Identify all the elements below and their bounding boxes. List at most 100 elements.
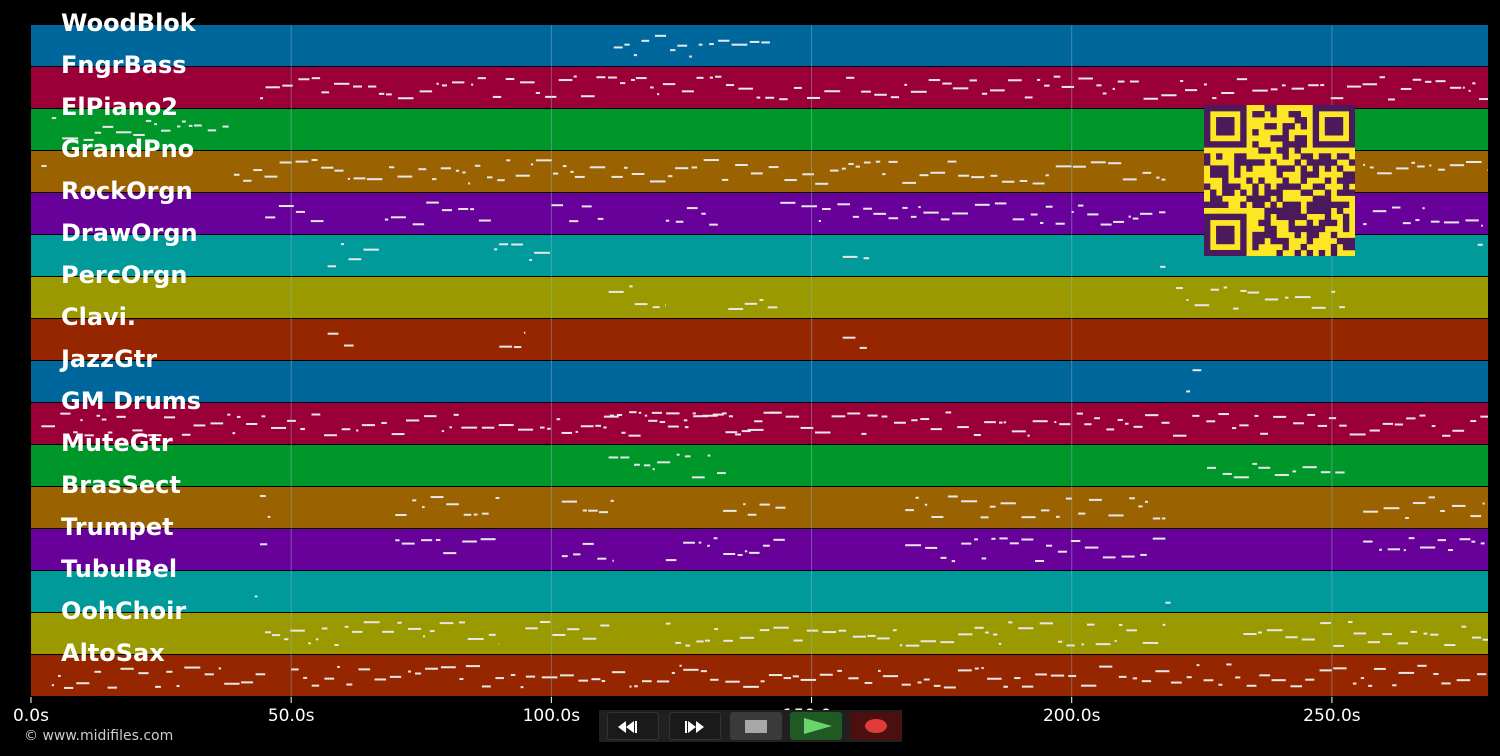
note <box>1113 220 1124 223</box>
note <box>710 678 719 681</box>
note <box>686 207 698 210</box>
note <box>1441 682 1451 685</box>
note <box>57 674 61 677</box>
note <box>792 675 799 678</box>
note <box>683 419 688 422</box>
track-label: GrandPno <box>61 135 195 163</box>
note <box>1066 644 1075 647</box>
note <box>1405 516 1409 519</box>
note <box>940 641 955 644</box>
note <box>551 204 564 207</box>
note <box>1138 505 1143 508</box>
track-lane <box>31 655 1488 696</box>
note <box>974 626 984 629</box>
note <box>1461 625 1467 628</box>
note <box>608 456 619 459</box>
note <box>440 666 456 669</box>
note <box>1479 98 1488 101</box>
note <box>1030 213 1038 216</box>
note <box>1400 87 1412 90</box>
note <box>793 86 802 89</box>
note <box>290 629 305 632</box>
play-button[interactable] <box>790 712 842 740</box>
note <box>1471 636 1482 639</box>
note <box>951 560 956 563</box>
track-label: BrasSect <box>61 471 181 499</box>
note <box>1477 243 1483 246</box>
note <box>1008 79 1022 82</box>
note <box>882 173 886 176</box>
note <box>518 428 534 431</box>
note <box>520 81 535 84</box>
note <box>1387 548 1401 551</box>
note <box>1320 622 1331 625</box>
note <box>116 415 126 418</box>
note <box>499 345 513 348</box>
note <box>905 544 922 547</box>
note <box>1335 471 1345 474</box>
note <box>1142 171 1152 174</box>
note <box>899 644 903 647</box>
note <box>492 95 502 98</box>
note <box>634 303 648 306</box>
note <box>1226 663 1232 666</box>
note <box>382 630 395 633</box>
note <box>154 123 158 126</box>
track-lane <box>31 529 1488 570</box>
note <box>1107 162 1122 165</box>
note <box>1406 417 1416 420</box>
qr-code <box>1204 105 1356 257</box>
note <box>902 206 908 209</box>
note <box>236 415 241 418</box>
note <box>958 633 973 636</box>
note <box>188 124 193 127</box>
track-lane <box>31 277 1488 318</box>
track-lane <box>31 487 1488 528</box>
rewind-button[interactable] <box>607 712 659 740</box>
note <box>867 634 876 637</box>
note <box>421 539 433 542</box>
note <box>698 43 703 46</box>
note <box>631 172 645 175</box>
note <box>210 422 224 425</box>
note <box>520 686 524 689</box>
note <box>1122 178 1137 181</box>
note <box>1057 550 1067 553</box>
note <box>837 669 842 672</box>
note <box>998 421 1003 424</box>
note <box>311 684 320 687</box>
note <box>634 463 640 466</box>
track-label: WoodBlok <box>61 9 196 37</box>
note <box>348 258 362 261</box>
note <box>181 120 186 123</box>
note <box>875 160 881 163</box>
note <box>1270 88 1278 91</box>
stop-button[interactable] <box>730 712 782 740</box>
note <box>246 422 258 425</box>
note <box>471 83 474 86</box>
note <box>582 542 594 545</box>
note <box>723 552 736 555</box>
note <box>616 413 623 416</box>
record-button[interactable] <box>850 712 902 740</box>
note <box>1339 424 1347 427</box>
note <box>1132 677 1138 680</box>
note <box>581 205 592 208</box>
note <box>1235 676 1241 679</box>
note <box>1088 498 1102 501</box>
note <box>892 629 897 632</box>
note <box>1011 430 1026 433</box>
note <box>1019 179 1028 182</box>
note <box>1186 298 1189 301</box>
note <box>1233 307 1239 310</box>
note <box>704 639 710 642</box>
note <box>597 217 604 220</box>
note <box>513 346 522 349</box>
note <box>1003 421 1007 424</box>
note <box>1081 643 1085 646</box>
note <box>470 208 475 211</box>
note <box>452 81 465 84</box>
note <box>443 552 457 555</box>
fast-forward-button[interactable] <box>669 712 721 740</box>
note <box>1333 667 1347 670</box>
